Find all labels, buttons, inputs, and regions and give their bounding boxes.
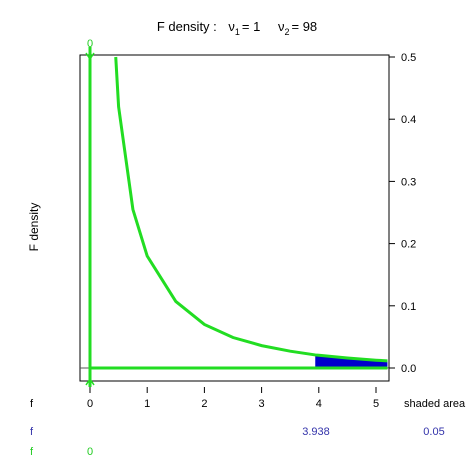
title-nu2-eq: = 98 (292, 19, 318, 34)
y-tick-label: 0.3 (401, 176, 416, 188)
x-tick-label: 0 (87, 398, 93, 410)
shaded-tail-area (315, 354, 388, 368)
x-tick-label: 5 (373, 398, 379, 410)
x-tick-label: 2 (201, 398, 207, 410)
y-tick-label: 0.0 (401, 363, 416, 375)
y-axis-label: F density (27, 203, 41, 252)
y-axis: 0.0 0.1 0.2 0.3 0.4 0.5 (388, 52, 416, 375)
table-row1-label: f (30, 398, 34, 410)
y-tick-label: 0.2 (401, 239, 416, 251)
shaded-area-header: shaded area (404, 398, 466, 410)
y-tick-label: 0.5 (401, 52, 416, 64)
top-zero-marker-label: 0 (87, 38, 93, 50)
bottom-marker-arrow (85, 377, 95, 386)
shaded-area-value: 0.05 (423, 426, 444, 438)
title-prefix: F density : (157, 19, 217, 34)
chart-title: F density : ν1 = 1 ν2 = 98 (157, 19, 317, 37)
plot-frame (79, 54, 390, 382)
table-row3-label: f (30, 446, 34, 458)
density-curve (114, 56, 388, 363)
top-marker-arrow (85, 52, 95, 61)
zero-value-text: 0 (87, 446, 93, 458)
title-nu2-symbol: ν (278, 19, 285, 34)
title-nu1-sub: 1 (235, 27, 240, 37)
x-tick-label: 3 (259, 398, 265, 410)
y-tick-label: 0.1 (401, 301, 416, 313)
table-row2-label: f (30, 426, 34, 438)
title-nu1-symbol: ν (228, 19, 235, 34)
critical-value-text: 3.938 (302, 426, 330, 438)
density-curve-layer (114, 56, 388, 363)
shaded-region-layer (315, 354, 388, 368)
title-nu2-sub: 2 (284, 27, 289, 37)
x-axis: 0 1 2 3 4 5 (87, 387, 379, 410)
title-nu1-eq: = 1 (242, 19, 260, 34)
x-tick-label: 1 (144, 398, 150, 410)
reference-lines-layer (80, 47, 389, 387)
y-tick-label: 0.4 (401, 114, 416, 126)
x-tick-label: 4 (316, 398, 322, 410)
